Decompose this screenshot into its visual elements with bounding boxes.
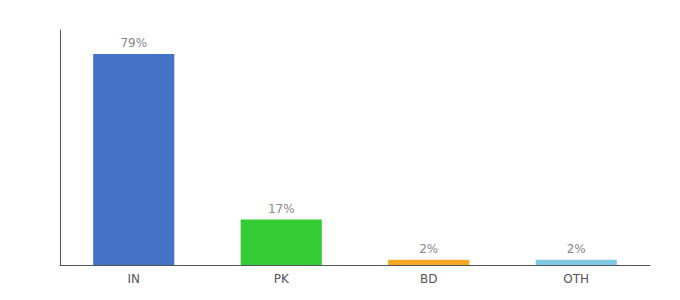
svg-text:79%: 79% — [120, 36, 147, 50]
svg-text:BD: BD — [420, 272, 437, 286]
svg-text:PK: PK — [274, 272, 290, 286]
svg-text:2%: 2% — [419, 242, 438, 256]
svg-text:IN: IN — [127, 272, 140, 286]
svg-text:17%: 17% — [268, 202, 295, 216]
svg-text:2%: 2% — [567, 242, 586, 256]
svg-text:OTH: OTH — [563, 272, 589, 286]
